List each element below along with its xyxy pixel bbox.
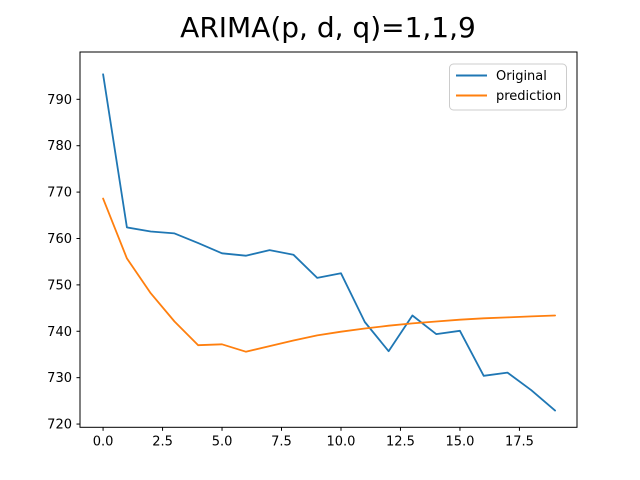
x-tick-label: 15.0 [445, 434, 474, 449]
y-tick-label: 730 [47, 371, 72, 386]
y-tick-label: 750 [47, 278, 72, 293]
x-tick-label: 0.0 [93, 434, 114, 449]
x-tick-label: 10.0 [327, 434, 356, 449]
y-tick-label: 790 [47, 93, 72, 108]
y-tick-label: 720 [47, 418, 72, 433]
y-tick-label: 770 [47, 186, 72, 201]
legend-prediction-label: prediction [496, 89, 561, 104]
prediction-line [102, 197, 556, 353]
original-line [102, 73, 556, 412]
x-tick-label: 5.0 [212, 434, 233, 449]
series-lines [102, 73, 556, 412]
x-tick-label: 17.5 [505, 434, 534, 449]
chart-title: ARIMA(p, d, q)=1,1,9 [180, 11, 476, 44]
legend: Original prediction [449, 63, 567, 111]
x-tick-label: 7.5 [271, 434, 292, 449]
x-axis-ticks: 0.0 2.5 5.0 7.5 10.0 12.5 15.0 17.5 [93, 427, 534, 449]
plot-area [79, 51, 578, 428]
x-tick-label: 2.5 [152, 434, 173, 449]
y-tick-label: 760 [47, 232, 72, 247]
y-tick-label: 780 [47, 139, 72, 154]
y-axis-ticks: 720 730 740 750 760 770 780 790 [47, 93, 80, 433]
legend-original-label: Original [496, 69, 547, 84]
x-tick-label: 12.5 [386, 434, 415, 449]
y-tick-label: 740 [47, 325, 72, 340]
